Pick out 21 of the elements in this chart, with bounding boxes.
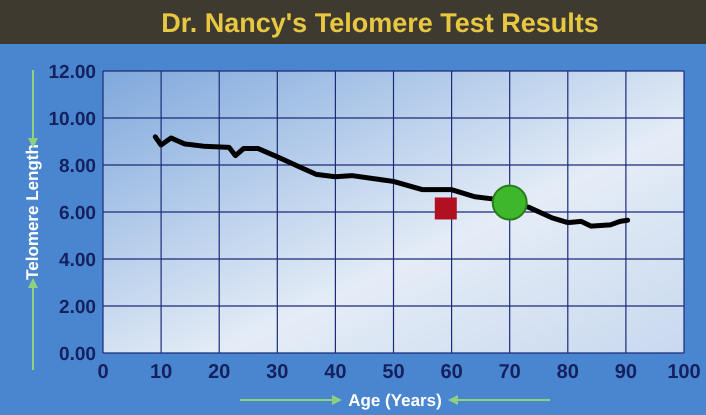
y-tick-label: 8.00 — [59, 156, 96, 177]
y-tick-label: 0.00 — [59, 344, 96, 365]
x-tick-label: 30 — [266, 361, 288, 383]
x-tick-label: 10 — [150, 361, 172, 383]
x-tick-label: 90 — [614, 361, 638, 383]
x-tick-label: 0 — [97, 361, 109, 383]
x-tick-label: 50 — [382, 361, 405, 383]
x-tick-label: 40 — [324, 361, 347, 383]
y-tick-label: 2.00 — [59, 297, 96, 318]
x-tick-label: 80 — [556, 361, 579, 383]
y-tick-label: 4.00 — [59, 250, 96, 271]
x-tick-label: 60 — [440, 361, 463, 383]
y-tick-label: 10.00 — [48, 109, 96, 130]
x-tick-label: 70 — [498, 361, 521, 383]
x-axis-title: Age (Years) — [348, 391, 442, 410]
y-tick-label: 12.00 — [48, 62, 96, 83]
chart-title: Dr. Nancy's Telomere Test Results — [161, 8, 599, 38]
y-axis-title: Telomere Length — [23, 144, 42, 280]
y-tick-label: 6.00 — [59, 203, 96, 224]
x-tick-label: 100 — [667, 361, 701, 383]
x-tick-label: 20 — [208, 361, 230, 383]
